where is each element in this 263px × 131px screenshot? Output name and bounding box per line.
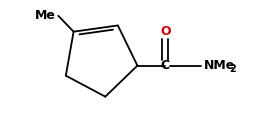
Text: O: O xyxy=(160,25,171,38)
Text: C: C xyxy=(161,59,170,72)
Text: 2: 2 xyxy=(229,64,236,74)
Text: Me: Me xyxy=(34,9,55,22)
Text: NMe: NMe xyxy=(203,59,235,72)
